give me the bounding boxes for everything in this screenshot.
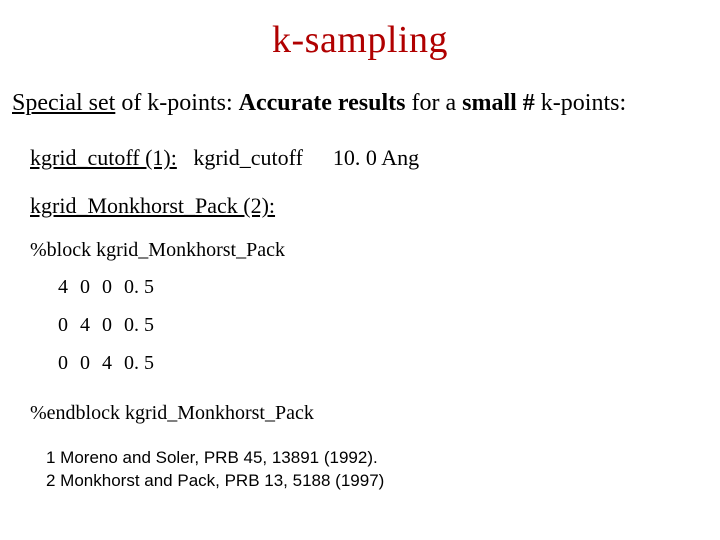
mp-cell: 0. 5 (124, 268, 166, 306)
mp-cell: 4 (58, 268, 80, 306)
cutoff-line: kgrid_cutoff (1): kgrid_cutoff 10. 0 Ang (30, 145, 720, 171)
mp-cell: 0 (58, 344, 80, 382)
slide-title: k-sampling (0, 0, 720, 62)
subtitle-underlined: Special set (12, 90, 115, 116)
mp-cell: 0 (80, 268, 102, 306)
subtitle-bold1: Accurate results (239, 90, 406, 116)
mp-cell: 0. 5 (124, 344, 166, 382)
references: 1 Moreno and Soler, PRB 45, 13891 (1992)… (46, 447, 720, 493)
mp-block-start: %block kgrid_Monkhorst_Pack (30, 239, 720, 262)
ref-2: 2 Monkhorst and Pack, PRB 13, 5188 (1997… (46, 470, 720, 493)
subtitle-tail: for a (405, 90, 462, 116)
mp-cell: 0 (102, 306, 124, 344)
subtitle-line: Special set of k-points: Accurate result… (12, 90, 720, 117)
mp-matrix: 4 0 0 0. 5 0 4 0 0. 5 0 0 4 0. 5 (58, 268, 166, 382)
subtitle-bold2: small # (462, 90, 535, 116)
mp-cell: 4 (80, 306, 102, 344)
cutoff-label: kgrid_cutoff (1): (30, 145, 177, 170)
subtitle-mid: of k-points: (115, 90, 238, 116)
mp-cell: 0 (58, 306, 80, 344)
cutoff-keyword: kgrid_cutoff (193, 145, 303, 170)
mp-cell: 4 (102, 344, 124, 382)
table-row: 4 0 0 0. 5 (58, 268, 166, 306)
ref-1: 1 Moreno and Soler, PRB 45, 13891 (1992)… (46, 447, 720, 470)
mp-cell: 0 (102, 268, 124, 306)
slide: k-sampling Special set of k-points: Accu… (0, 0, 720, 540)
mp-cell: 0. 5 (124, 306, 166, 344)
cutoff-value: 10. 0 Ang (333, 145, 419, 170)
table-row: 0 4 0 0. 5 (58, 306, 166, 344)
table-row: 0 0 4 0. 5 (58, 344, 166, 382)
mp-label-line: kgrid_Monkhorst_Pack (2): (30, 193, 720, 219)
subtitle-tail2: k-points: (535, 90, 626, 116)
mp-cell: 0 (80, 344, 102, 382)
mp-label: kgrid_Monkhorst_Pack (2): (30, 193, 275, 218)
mp-block-end: %endblock kgrid_Monkhorst_Pack (30, 402, 720, 425)
